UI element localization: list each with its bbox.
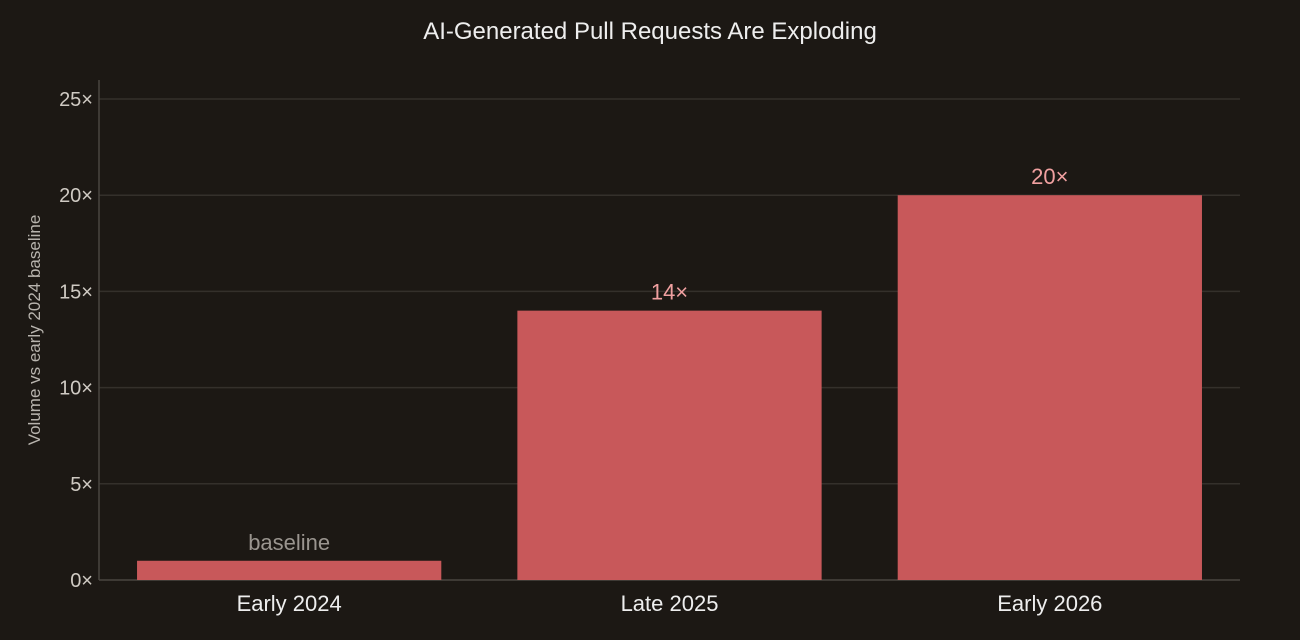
bar (517, 310, 822, 580)
y-tick-label: 20× (59, 185, 93, 207)
labels-layer: 0× 5× 10× 15× 20× 25× Early 2024 baseline Late 2… (59, 89, 1102, 616)
bar (137, 560, 442, 580)
x-tick-label: Late 2025 (621, 591, 719, 616)
y-axis-label: Volume vs early 2024 baseline (25, 215, 44, 446)
y-tick-label: 10× (59, 378, 93, 400)
bar (897, 195, 1202, 580)
y-tick-label: 25× (59, 89, 93, 111)
chart-title: AI-Generated Pull Requests Are Exploding (423, 18, 877, 45)
data-label: 14× (651, 280, 688, 305)
x-tick-label: Early 2026 (997, 591, 1102, 616)
x-tick-label: Early 2024 (237, 591, 342, 616)
data-label: baseline (248, 530, 330, 555)
y-tick-label: 15× (59, 281, 93, 303)
data-label: 20× (1031, 164, 1068, 189)
y-tick-label: 0× (70, 570, 93, 592)
y-tick-label: 5× (70, 474, 93, 496)
bars-layer (137, 195, 1202, 580)
